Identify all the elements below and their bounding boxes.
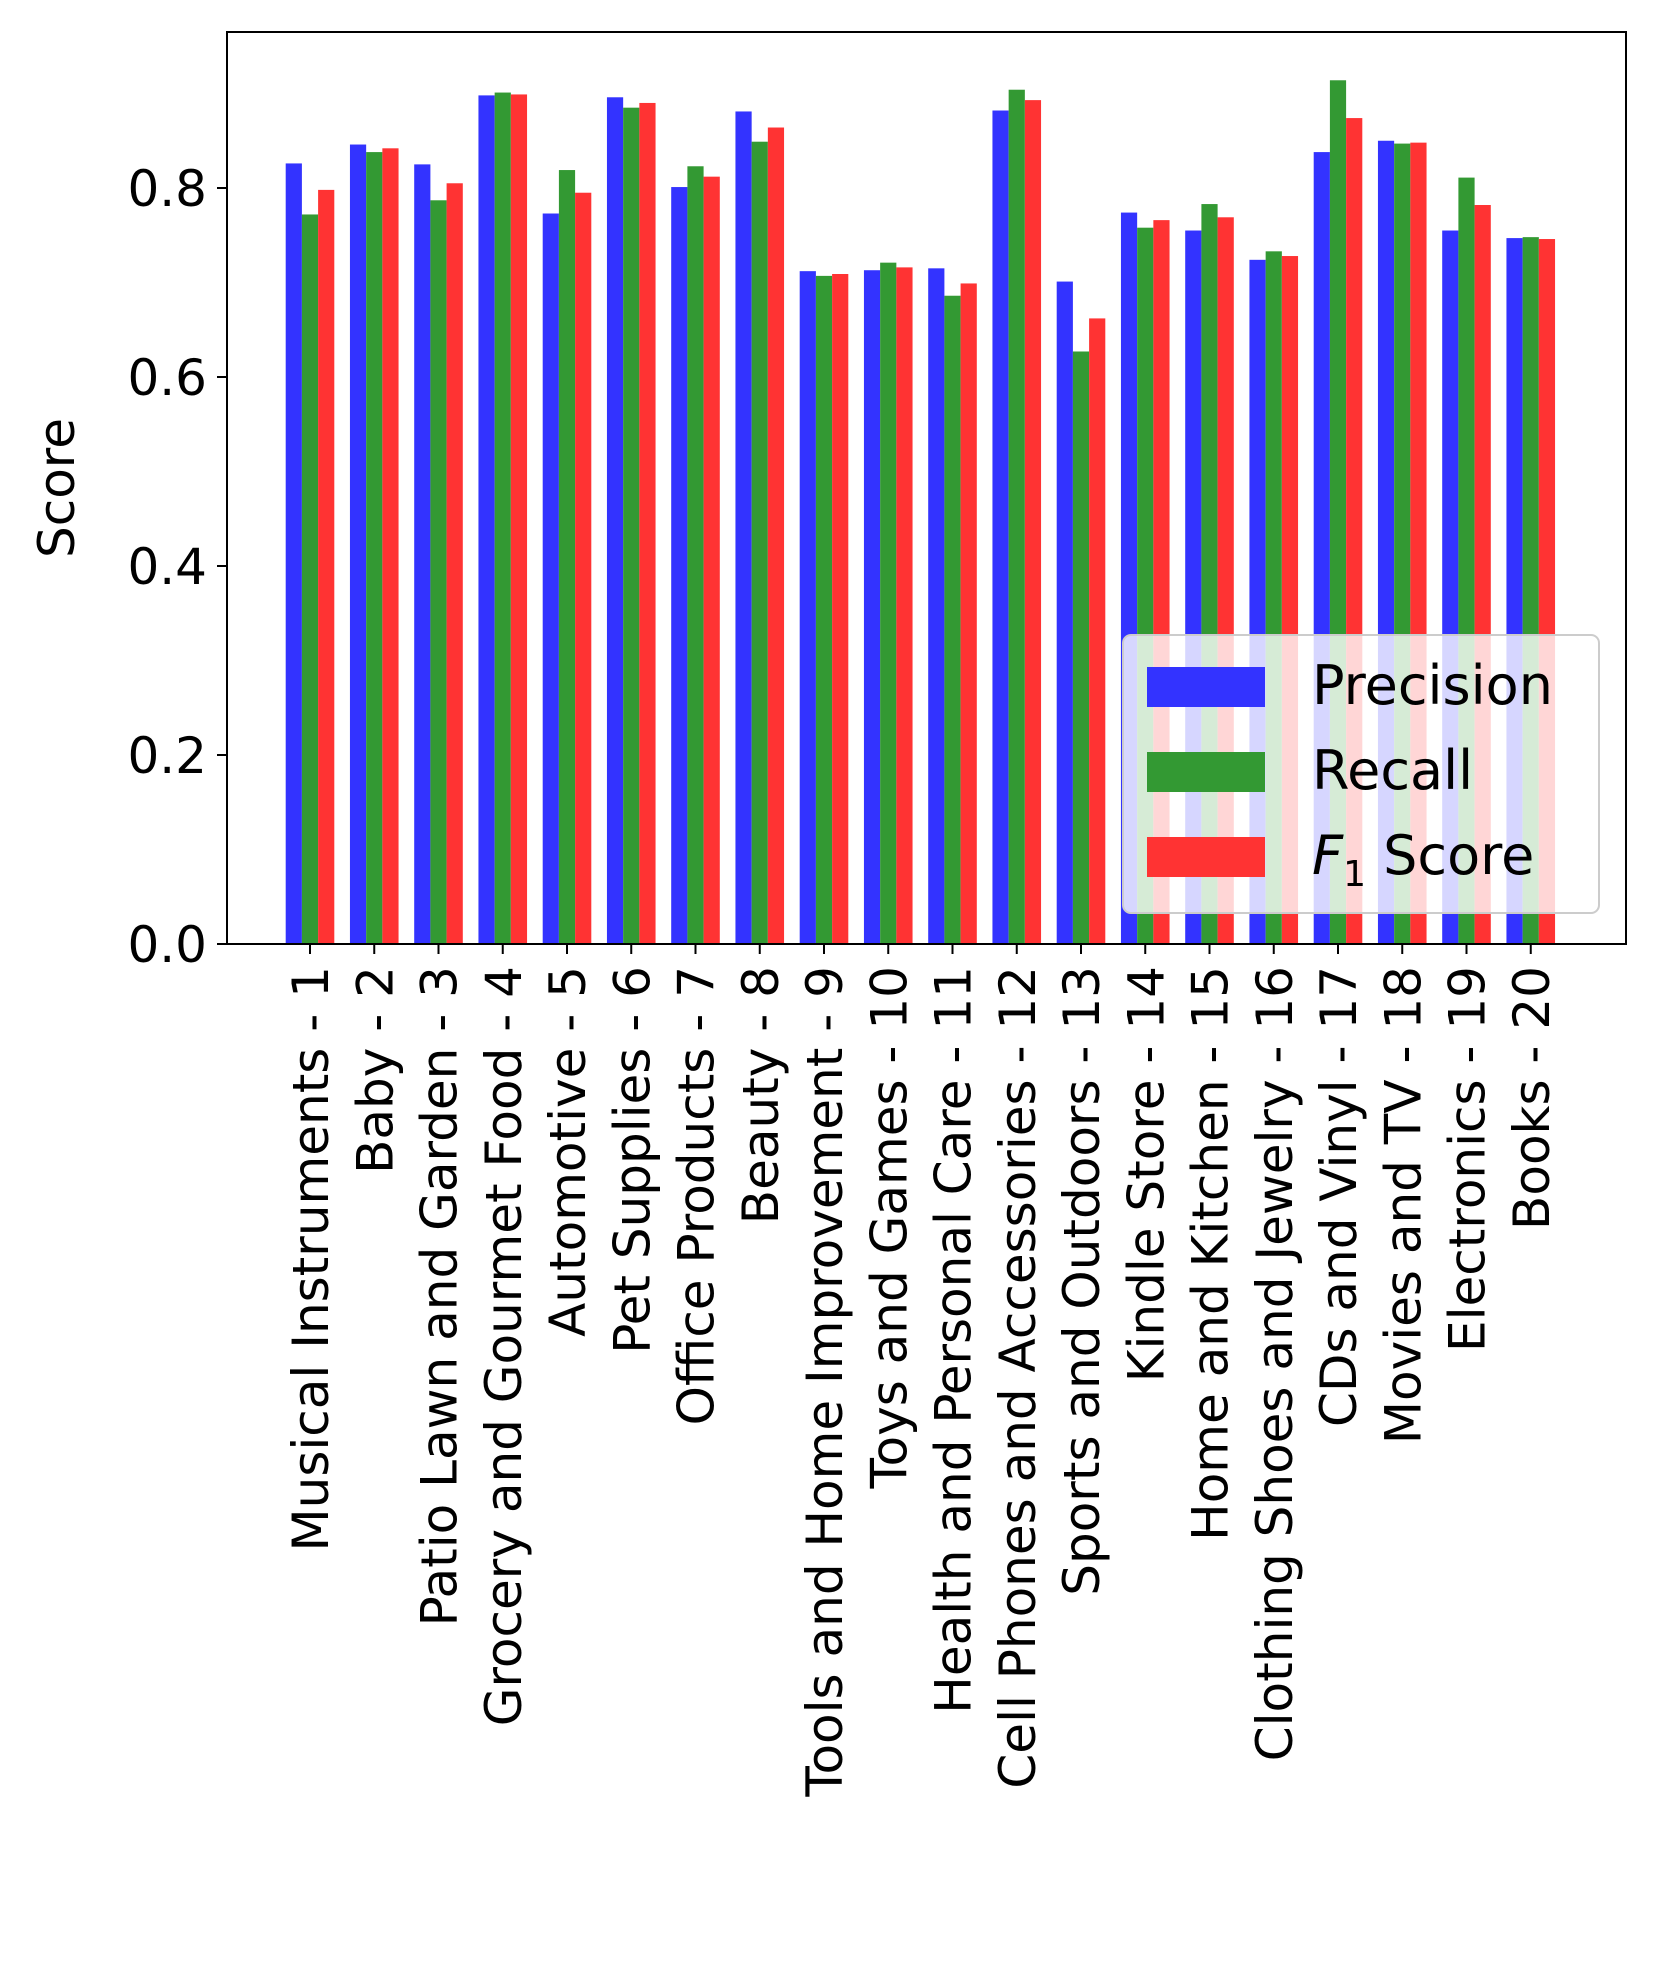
- bar-f1-3: [446, 183, 463, 944]
- y-tick-label: 0.0: [127, 916, 207, 974]
- x-tick-label: Books - 20: [1503, 966, 1561, 1230]
- x-tick-label: Home and Kitchen - 15: [1182, 966, 1240, 1541]
- bar-recall-4: [494, 92, 511, 945]
- x-tick-label: Tools and Home Improvement - 9: [796, 966, 854, 1798]
- bar-precision-10: [863, 270, 881, 945]
- bar-recall-11: [944, 295, 961, 945]
- legend-swatch-recall: [1147, 752, 1265, 792]
- bar-recall-2: [366, 152, 383, 945]
- x-tick-label: CDs and Vinyl - 17: [1310, 966, 1368, 1427]
- legend-label-recall: Recall: [1312, 739, 1473, 802]
- x-tick-label: Cell Phones and Accessories - 12: [989, 966, 1047, 1789]
- legend-swatch-precision: [1147, 667, 1265, 707]
- bar-precision-6: [606, 97, 624, 944]
- x-tick-label: Kindle Store - 14: [1117, 966, 1175, 1382]
- legend-label-f1-suffix: Score: [1366, 824, 1534, 887]
- x-tick-label: Electronics - 19: [1439, 966, 1497, 1352]
- bar-recall-3: [430, 200, 447, 944]
- bar-f1-9: [832, 274, 849, 944]
- bar-precision-3: [414, 164, 431, 945]
- bar-precision-12: [992, 110, 1009, 944]
- legend-label-precision: Precision: [1312, 654, 1553, 717]
- bar-recall-7: [687, 166, 704, 944]
- bar-precision-9: [799, 271, 816, 944]
- x-tick-label: Sports and Outdoors - 13: [1053, 966, 1111, 1596]
- bar-recall-12: [1008, 89, 1025, 945]
- bar-f1-12: [1024, 100, 1042, 945]
- legend-label-f1-subscript: 1: [1343, 854, 1366, 895]
- bar-f1-8: [767, 127, 785, 944]
- x-tick-label: Patio Lawn and Garden - 3: [411, 966, 469, 1626]
- x-tick-label: Grocery and Gourmet Food - 4: [475, 966, 533, 1726]
- x-tick-label: Baby - 2: [346, 966, 404, 1174]
- bar-precision-4: [478, 95, 495, 944]
- y-axis: 0.0 0.2 0.4 0.6 0.8: [127, 160, 227, 974]
- x-tick-label: Clothing Shoes and Jewelry - 16: [1246, 966, 1304, 1761]
- bar-recall-5: [558, 170, 576, 945]
- bar-recall-6: [623, 107, 640, 945]
- bar-precision-5: [542, 213, 559, 944]
- bar-recall-1: [301, 214, 319, 944]
- bar-f1-5: [575, 192, 592, 945]
- x-tick-label: Toys and Games - 10: [860, 966, 918, 1490]
- x-tick-label: Movies and TV - 18: [1374, 966, 1432, 1444]
- legend-swatch-f1: [1147, 837, 1265, 877]
- bar-f1-2: [382, 148, 399, 944]
- bar-precision-1: [285, 163, 302, 944]
- bar-f1-7: [703, 176, 720, 944]
- bar-recall-9: [815, 275, 833, 944]
- bar-f1-13: [1089, 318, 1106, 944]
- bar-precision-8: [735, 111, 752, 944]
- y-tick-label: 0.2: [127, 727, 207, 785]
- x-tick-label: Pet Supplies - 6: [603, 966, 661, 1354]
- y-tick-label: 0.6: [127, 349, 207, 407]
- x-tick-label: Health and Personal Care - 11: [925, 966, 983, 1714]
- x-tick-label: Office Products - 7: [668, 966, 726, 1425]
- bar-recall-10: [880, 262, 897, 944]
- legend-label-f1: F1 Score: [1312, 824, 1534, 895]
- bar-f1-6: [639, 102, 656, 944]
- legend-label-f1-letter: F: [1312, 824, 1344, 887]
- bar-precision-2: [349, 144, 367, 944]
- y-axis-label: Score: [28, 418, 86, 558]
- legend: Precision Recall F1 Score: [1122, 634, 1600, 914]
- x-axis: Musical Instruments - 1 Baby - 2 Patio Law…: [282, 944, 1561, 1798]
- x-tick-label: Beauty - 8: [732, 966, 790, 1224]
- bar-precision-7: [671, 187, 688, 945]
- bar-recall-8: [751, 141, 768, 944]
- y-tick-label: 0.4: [127, 538, 207, 596]
- bar-precision-13: [1056, 281, 1073, 944]
- x-tick-label: Musical Instruments - 1: [282, 966, 340, 1551]
- plot-frame: [226, 31, 1627, 945]
- y-tick-label: 0.8: [127, 160, 207, 218]
- bar-recall-13: [1072, 351, 1090, 944]
- x-tick-label: Automotive - 5: [539, 966, 597, 1337]
- bar-f1-4: [510, 94, 528, 944]
- bar-f1-11: [960, 283, 977, 944]
- bar-f1-1: [318, 189, 335, 944]
- bar-f1-10: [896, 267, 913, 944]
- bar-precision-11: [928, 268, 945, 945]
